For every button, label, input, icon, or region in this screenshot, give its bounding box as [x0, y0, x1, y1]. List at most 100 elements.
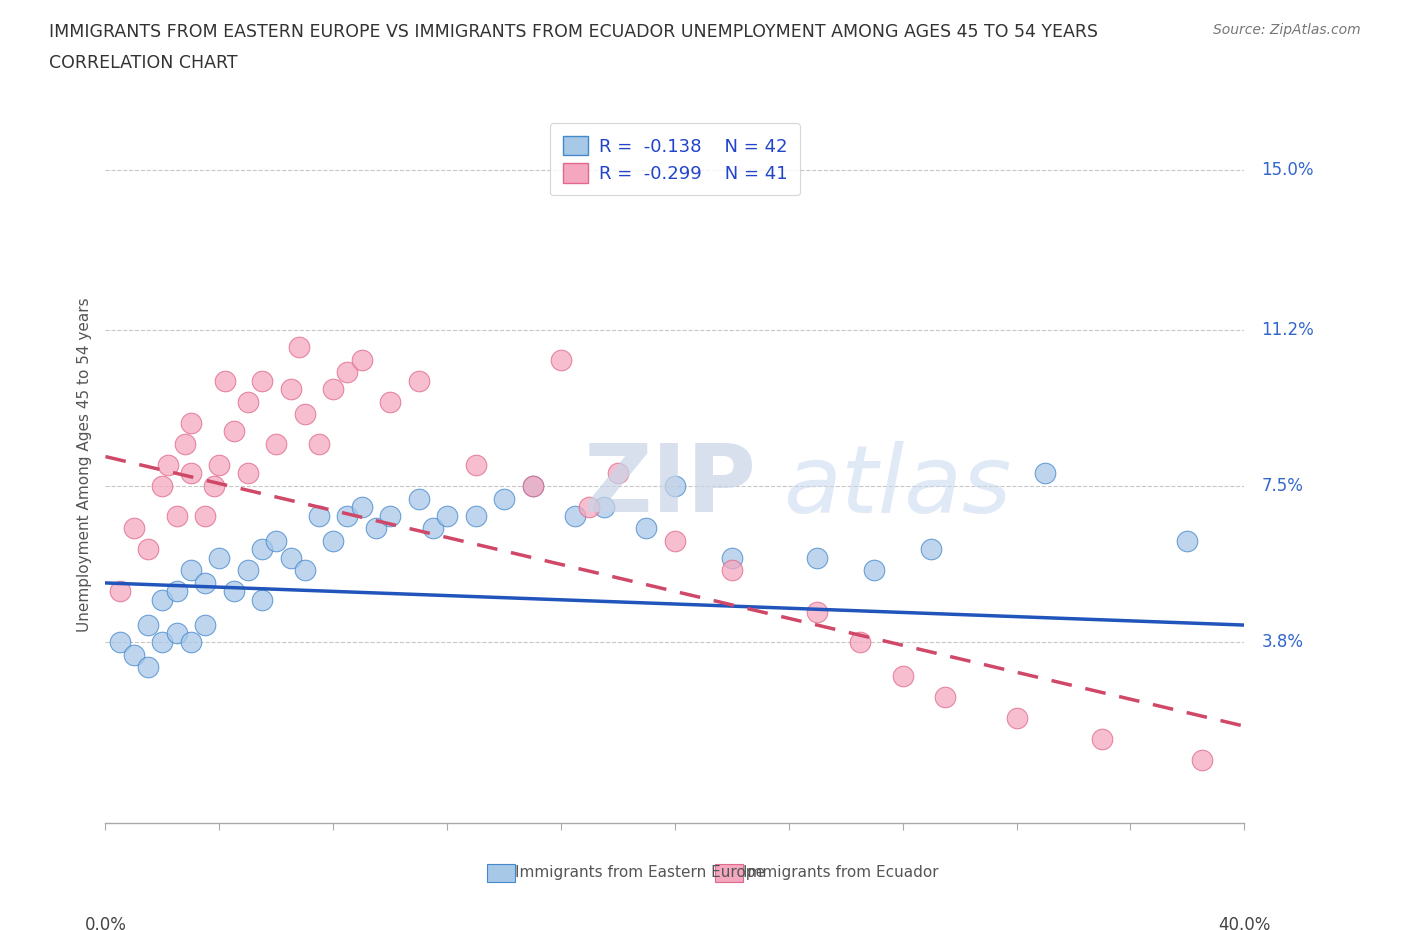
Text: atlas: atlas	[783, 441, 1011, 532]
Point	[891, 668, 914, 683]
Point	[422, 521, 444, 536]
Point	[180, 416, 202, 431]
Point	[664, 534, 686, 549]
Point	[280, 551, 302, 565]
Point	[152, 592, 174, 607]
Point	[122, 647, 145, 662]
Point	[592, 499, 614, 514]
Point	[157, 458, 180, 472]
Text: 15.0%: 15.0%	[1261, 161, 1313, 179]
Text: IMMIGRANTS FROM EASTERN EUROPE VS IMMIGRANTS FROM ECUADOR UNEMPLOYMENT AMONG AGE: IMMIGRANTS FROM EASTERN EUROPE VS IMMIGR…	[49, 23, 1098, 41]
FancyBboxPatch shape	[486, 864, 516, 882]
Point	[806, 605, 828, 620]
Point	[849, 634, 872, 649]
Point	[264, 436, 288, 451]
Point	[308, 508, 330, 523]
Point	[336, 508, 359, 523]
Point	[166, 508, 188, 523]
Point	[136, 659, 159, 674]
Point	[550, 352, 572, 367]
Point	[492, 491, 515, 506]
Point	[108, 634, 131, 649]
Point	[280, 381, 302, 396]
Point	[214, 373, 236, 388]
Point	[180, 466, 202, 481]
Point	[464, 508, 486, 523]
Point	[636, 521, 658, 536]
Point	[136, 618, 159, 632]
Text: 11.2%: 11.2%	[1261, 321, 1315, 339]
Point	[522, 479, 544, 494]
Point	[194, 508, 217, 523]
Text: 40.0%: 40.0%	[1218, 916, 1271, 930]
Point	[322, 534, 344, 549]
Point	[174, 436, 197, 451]
Point	[194, 618, 217, 632]
Point	[664, 479, 686, 494]
Point	[806, 551, 828, 565]
Point	[607, 466, 630, 481]
Point	[236, 466, 259, 481]
Point	[863, 563, 886, 578]
Point	[180, 563, 202, 578]
Point	[294, 563, 316, 578]
Point	[264, 534, 288, 549]
Point	[288, 339, 311, 354]
Text: Immigrants from Eastern Europe: Immigrants from Eastern Europe	[516, 865, 765, 880]
Point	[108, 584, 131, 599]
Point	[180, 634, 202, 649]
Point	[122, 521, 145, 536]
Point	[436, 508, 458, 523]
Point	[464, 458, 486, 472]
Point	[408, 491, 430, 506]
Point	[166, 626, 188, 641]
Point	[322, 381, 344, 396]
Point	[1091, 731, 1114, 746]
Point	[1005, 711, 1028, 725]
Point	[364, 521, 387, 536]
Point	[136, 542, 159, 557]
Text: CORRELATION CHART: CORRELATION CHART	[49, 54, 238, 72]
Text: ZIP: ZIP	[583, 441, 756, 533]
Point	[564, 508, 586, 523]
Point	[208, 551, 231, 565]
Point	[166, 584, 188, 599]
Point	[236, 394, 259, 409]
Text: 3.8%: 3.8%	[1261, 633, 1303, 651]
Text: Immigrants from Ecuador: Immigrants from Ecuador	[744, 865, 939, 880]
Point	[522, 479, 544, 494]
Point	[720, 563, 742, 578]
Point	[350, 499, 373, 514]
Point	[222, 584, 245, 599]
Point	[202, 479, 225, 494]
FancyBboxPatch shape	[714, 864, 744, 882]
Text: Source: ZipAtlas.com: Source: ZipAtlas.com	[1213, 23, 1361, 37]
Text: 0.0%: 0.0%	[84, 916, 127, 930]
Point	[934, 689, 956, 704]
Point	[236, 563, 259, 578]
Point	[408, 373, 430, 388]
Point	[194, 576, 217, 591]
Point	[350, 352, 373, 367]
Point	[920, 542, 942, 557]
Point	[336, 365, 359, 379]
Text: 7.5%: 7.5%	[1261, 477, 1303, 495]
Point	[1191, 752, 1213, 767]
Point	[308, 436, 330, 451]
Point	[1033, 466, 1056, 481]
Point	[250, 542, 273, 557]
Point	[208, 458, 231, 472]
Point	[378, 508, 402, 523]
Point	[152, 634, 174, 649]
Point	[378, 394, 402, 409]
Point	[250, 373, 273, 388]
Point	[1175, 534, 1198, 549]
Point	[250, 592, 273, 607]
Point	[720, 551, 742, 565]
Point	[294, 407, 316, 422]
Point	[578, 499, 600, 514]
Y-axis label: Unemployment Among Ages 45 to 54 years: Unemployment Among Ages 45 to 54 years	[76, 298, 91, 632]
Legend: R =  -0.138    N = 42, R =  -0.299    N = 41: R = -0.138 N = 42, R = -0.299 N = 41	[550, 123, 800, 195]
Point	[152, 479, 174, 494]
Point	[222, 424, 245, 439]
